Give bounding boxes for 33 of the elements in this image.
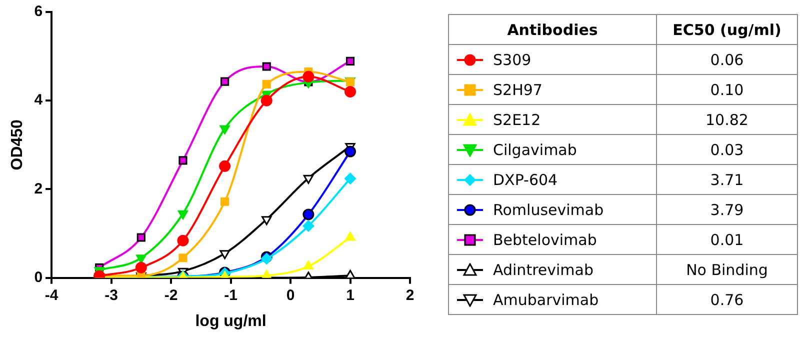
text: 10.82 [656, 104, 798, 134]
x-axis-title: log ug/ml [195, 312, 266, 330]
y-tick-label: 0 [34, 268, 43, 286]
legend-label: Cilgavimab [493, 140, 577, 158]
x-tick-label: -4 [44, 286, 59, 304]
legend-title: Antibodies [448, 14, 656, 44]
text: 0.03 [656, 134, 798, 164]
legend-label: S2H97 [493, 80, 542, 98]
legend-label: Amubarvimab [493, 290, 599, 308]
y-tick-label: 4 [34, 92, 44, 109]
legend-label: Bebtelovimab [493, 230, 597, 248]
x-tick-label: 1 [346, 286, 354, 304]
text: 0.76 [656, 284, 798, 314]
x-tick-label: -2 [164, 286, 178, 304]
legend-label: S309 [493, 50, 532, 68]
text: EC50 (ug/ml) [656, 14, 798, 44]
text: 0.06 [656, 44, 798, 74]
text: 0.01 [656, 224, 798, 254]
legend-label: Romlusevimab [493, 200, 604, 218]
text: 3.79 [656, 194, 798, 224]
y-axis-title: OD450 [9, 119, 26, 170]
y-tick-label: 2 [34, 180, 43, 198]
text: No Binding [656, 254, 798, 284]
legend-label: S2E12 [493, 110, 541, 128]
x-tick-label: 2 [406, 286, 414, 304]
legend-label: Adintrevimab [493, 260, 594, 278]
x-tick-label: -1 [224, 286, 238, 304]
x-tick-label: -3 [104, 286, 118, 304]
y-tick-label: 6 [34, 3, 43, 20]
text: 0.10 [656, 74, 798, 104]
legend-label: DXP-604 [493, 170, 558, 188]
x-tick-label: 0 [286, 286, 295, 304]
text: 3.71 [656, 164, 798, 194]
